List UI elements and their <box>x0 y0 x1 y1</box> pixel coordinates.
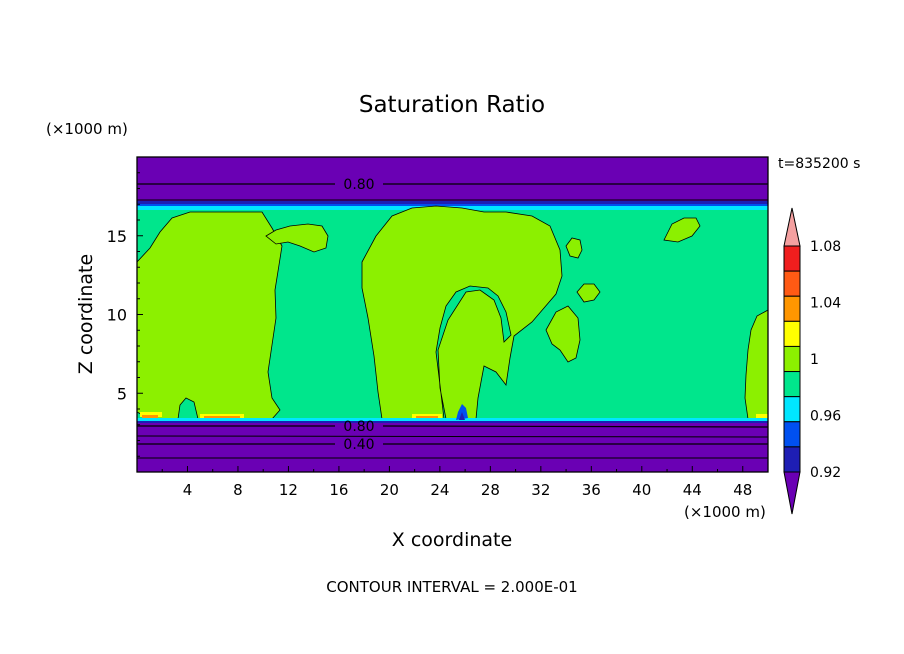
x-tick-label: 32 <box>531 481 550 499</box>
surface-orange-strip-1 <box>142 415 158 418</box>
colorbar-labels: 0.92 0.96 1 1.04 1.08 <box>810 239 841 481</box>
supersat-region-center <box>361 205 563 420</box>
surface-yellow-strip-1 <box>140 412 162 417</box>
surface-orange-strip-2 <box>204 416 240 419</box>
supersat-patch-2 <box>576 283 601 303</box>
x-tick-label: 12 <box>279 481 298 499</box>
colorbar-tick-label: 0.96 <box>810 409 841 425</box>
colorbar <box>783 207 801 515</box>
colorbar-box <box>783 446 801 473</box>
surface-deep-blue-plume <box>459 412 465 420</box>
x-tick-label: 44 <box>683 481 702 499</box>
x-axis-ticks: 4 8 12 16 20 24 28 32 36 40 44 48 <box>161 466 752 499</box>
x-tick-label: 4 <box>183 481 193 499</box>
colorbar-box <box>783 295 801 322</box>
x-tick-label: 28 <box>481 481 500 499</box>
surface-orange-strip-3 <box>416 416 438 419</box>
colorbar-tick-label: 1.08 <box>810 239 841 255</box>
y-unit-label: (×1000 m) <box>46 120 128 138</box>
lower-dry-band <box>137 423 768 472</box>
chart-title: Saturation Ratio <box>359 92 545 118</box>
contour-label-lower-080: 0.80 <box>343 419 374 435</box>
y-axis-title: Z coordinate <box>75 254 97 374</box>
colorbar-box <box>783 320 801 347</box>
x-tick-label: 40 <box>632 481 651 499</box>
supersat-patch-3 <box>545 305 581 363</box>
colorbar-box <box>783 371 801 398</box>
y-tick-label: 15 <box>107 227 127 246</box>
x-axis-title: X coordinate <box>392 529 512 551</box>
x-tick-label: 48 <box>733 481 752 499</box>
x-tick-label: 16 <box>329 481 348 499</box>
upper-deep-blue-band <box>137 201 768 205</box>
x-tick-label: 8 <box>233 481 243 499</box>
colorbar-upper-extension <box>783 207 801 247</box>
upper-blue-band <box>137 204 768 207</box>
x-unit-label: (×1000 m) <box>684 503 766 521</box>
x-tick-label: 36 <box>582 481 601 499</box>
y-axis-ticks: 5 10 15 <box>107 172 143 457</box>
supersat-region-left-patch <box>265 223 329 253</box>
contour-line-lower-080 <box>137 425 768 428</box>
contour-line-lower-060 <box>137 435 768 438</box>
surface-yellow-strip-4 <box>756 414 768 418</box>
surface-cyan-fringe <box>137 418 768 422</box>
colorbar-lower-extension <box>783 471 801 515</box>
y-tick-label: 5 <box>117 384 127 403</box>
colorbar-tick-label: 0.92 <box>810 465 841 481</box>
colorbar-box <box>783 396 801 423</box>
colorbar-tick-label: 1 <box>810 352 819 368</box>
lower-deep-blue-band <box>137 421 768 424</box>
upper-dry-band <box>137 157 768 204</box>
colorbar-box <box>783 245 801 272</box>
contour-label-lower-040: 0.40 <box>343 437 374 453</box>
colorbar-tick-label: 1.04 <box>810 296 841 312</box>
contour-label-upper: 0.80 <box>343 177 374 193</box>
colorbar-box <box>783 270 801 297</box>
colorbar-box <box>783 345 801 373</box>
contour-interval-note: CONTOUR INTERVAL = 2.000E-01 <box>326 578 577 596</box>
supersat-patch-4 <box>565 237 583 259</box>
supersat-patch-1 <box>663 217 701 243</box>
x-tick-label: 20 <box>380 481 399 499</box>
supersat-region-left <box>137 211 283 420</box>
y-tick-label: 10 <box>107 306 127 325</box>
x-tick-label: 24 <box>430 481 449 499</box>
plot-area <box>137 157 768 472</box>
time-label: t=835200 s <box>778 156 860 172</box>
colorbar-box <box>783 421 801 448</box>
